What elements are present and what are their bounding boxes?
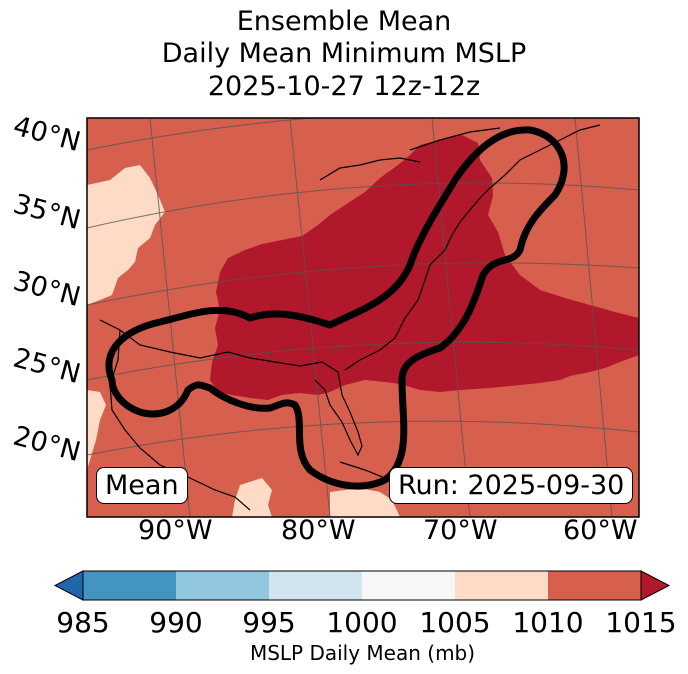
run-label-box: Run: 2025-09-30 <box>389 467 634 504</box>
lon-label-90w: 90°W <box>138 515 213 546</box>
colorbar-tick-995: 995 <box>242 606 296 639</box>
colorbar-bin <box>83 571 177 600</box>
colorbar-tick-1005: 1005 <box>419 606 491 639</box>
colorbar-bin <box>455 571 549 600</box>
colorbar-bin <box>176 571 270 600</box>
map-frame <box>86 117 640 518</box>
lon-label-80w: 80°W <box>281 515 356 546</box>
colorbar-frame <box>82 570 642 601</box>
pressure-field-1005-1010-south <box>232 478 272 517</box>
mean-label-box: Mean <box>96 467 188 504</box>
lon-label-60w: 60°W <box>563 515 638 546</box>
colorbar-tick-1000: 1000 <box>326 606 398 639</box>
title-line-2: Daily Mean Minimum MSLP <box>161 38 527 69</box>
title-line-3: 2025-10-27 12z-12z <box>207 71 481 102</box>
colorbar-tick-1015: 1015 <box>605 606 677 639</box>
colorbar-tick-985: 985 <box>56 606 110 639</box>
pressure-field-1005-1010-west <box>87 165 165 305</box>
contour-outline <box>105 126 568 490</box>
colorbar-bin <box>548 571 642 600</box>
pressure-field-1005-1010-sw <box>87 390 106 470</box>
colorbar-extend-low <box>53 570 84 601</box>
pressure-field-1005-1010-south2 <box>330 488 400 517</box>
colorbar-tick-990: 990 <box>149 606 203 639</box>
lon-label-70w: 70°W <box>423 515 498 546</box>
colorbar-extend-high <box>640 570 671 601</box>
colorbar-bin <box>362 571 456 600</box>
colorbar-tick-1010: 1010 <box>512 606 584 639</box>
pressure-field-1015-plus <box>210 135 639 400</box>
title-line-1: Ensemble Mean <box>236 6 452 37</box>
colorbar-label: MSLP Daily Mean (mb) <box>249 641 476 665</box>
colorbar-bin <box>269 571 363 600</box>
